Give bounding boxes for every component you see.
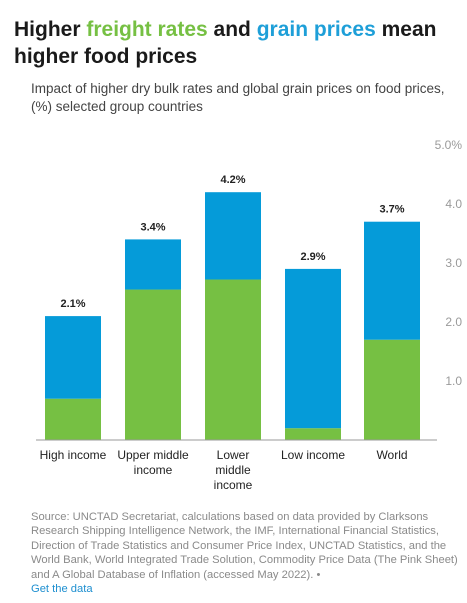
source-note: Source: UNCTAD Secretariat, calculations… xyxy=(31,510,461,596)
title-grain-highlight: grain prices xyxy=(256,18,376,41)
x-category-label: World xyxy=(376,448,407,462)
chart-subtitle: Impact of higher dry bulk rates and glob… xyxy=(31,81,445,114)
stacked-bar-chart: 1.0 2.0 3.0 4.0 5.0% 2.1% High income 3.4% Upper… xyxy=(36,138,463,492)
x-category-label: income xyxy=(214,478,253,492)
grain-bar-segment xyxy=(285,268,341,429)
x-category-label: Lower xyxy=(217,448,250,462)
title-part-2: and xyxy=(207,18,257,41)
bar-total-label: 3.7% xyxy=(379,204,404,216)
get-the-data-link[interactable]: Get the data xyxy=(31,583,93,596)
x-category-label: High income xyxy=(40,448,107,462)
freight-bar-segment xyxy=(45,398,101,440)
grain-bar-segment xyxy=(364,221,420,340)
title-freight-highlight: freight rates xyxy=(86,18,208,41)
x-category-label: middle xyxy=(215,463,251,477)
x-category-label: Low income xyxy=(281,448,345,462)
freight-bar-segment xyxy=(285,428,341,440)
bar-total-label: 2.1% xyxy=(60,298,85,310)
y-tick-label: 3.0 xyxy=(445,256,462,270)
x-category-label: income xyxy=(134,463,173,477)
bar-total-label: 3.4% xyxy=(140,221,165,233)
grain-bar-segment xyxy=(45,316,101,399)
freight-bar-segment xyxy=(364,339,420,440)
grain-bar-segment xyxy=(125,239,181,290)
freight-bar-segment xyxy=(125,289,181,440)
bar-total-label: 4.2% xyxy=(220,174,245,186)
x-category-label: Upper middle xyxy=(117,448,189,462)
y-tick-label: 2.0 xyxy=(445,315,462,329)
freight-bar-segment xyxy=(205,279,261,440)
title-part-1: Higher xyxy=(14,18,87,41)
source-text: Source: UNCTAD Secretariat, calculations… xyxy=(31,511,458,581)
y-tick-label: 4.0 xyxy=(445,197,462,211)
y-tick-label: 1.0 xyxy=(445,374,462,388)
title-part-3: mean higher food prices xyxy=(14,18,437,68)
y-tick-label: 5.0% xyxy=(435,138,463,152)
chart-title: Higher freight rates and grain prices me… xyxy=(14,16,459,70)
grain-bar-segment xyxy=(205,192,261,280)
bar-total-label: 2.9% xyxy=(300,251,325,263)
